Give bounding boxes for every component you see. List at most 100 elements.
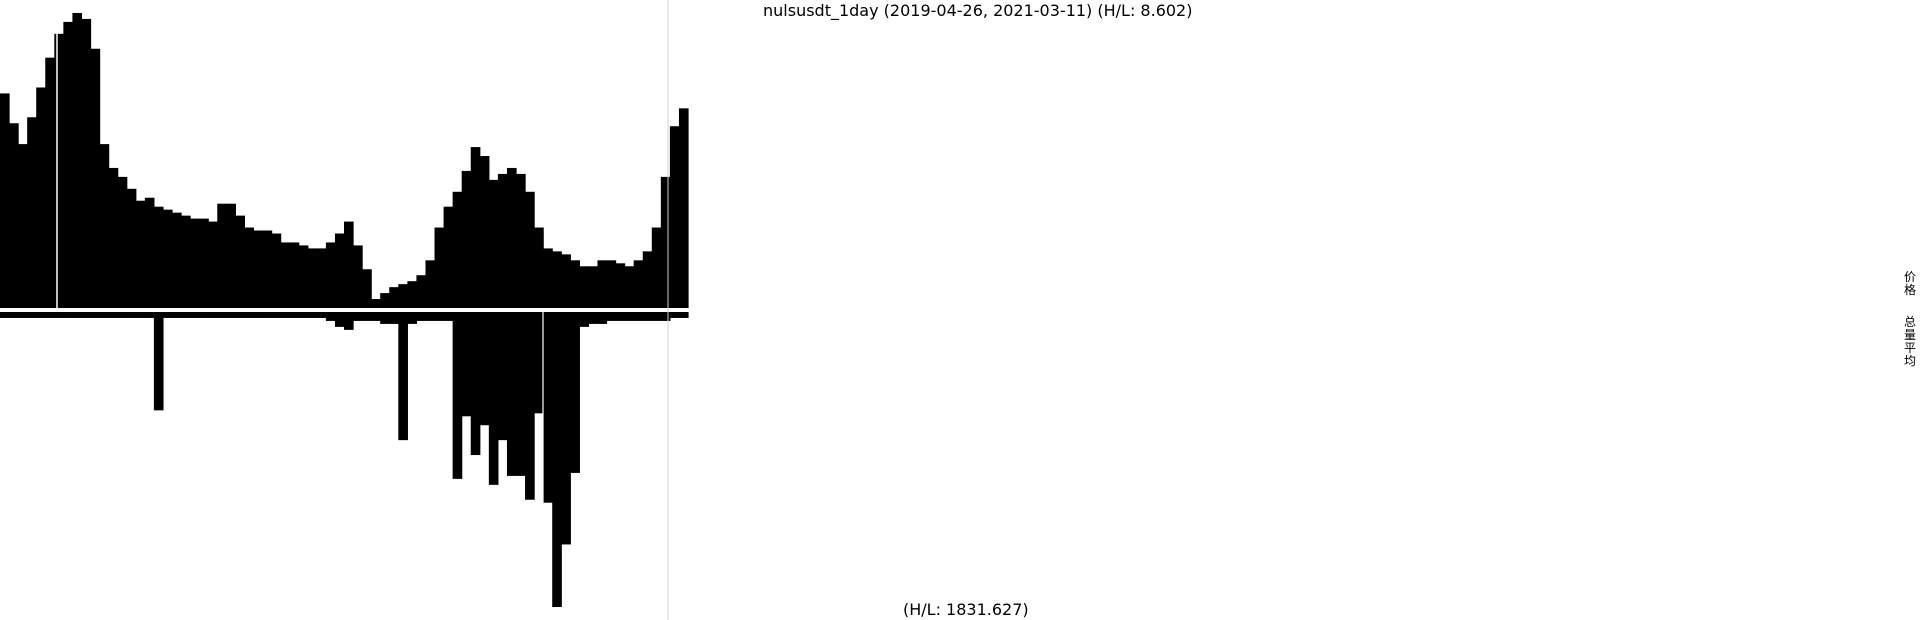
volume-bar	[181, 312, 191, 318]
price-bar	[398, 284, 408, 308]
volume-bar	[307, 312, 318, 318]
volume-bar	[316, 312, 327, 318]
price-bar	[153, 206, 164, 308]
volume-bar	[407, 312, 418, 324]
volume-bar	[651, 312, 662, 321]
price-bar	[262, 230, 273, 308]
volume-bar	[380, 312, 390, 324]
price-bar	[90, 48, 101, 309]
volume-bar	[144, 312, 155, 318]
volume-panel	[0, 312, 689, 608]
price-bar	[298, 245, 309, 308]
volume-bar	[597, 312, 608, 324]
volume-bar	[90, 312, 101, 318]
price-bar	[181, 215, 191, 308]
price-bar	[380, 293, 390, 308]
price-bar	[208, 221, 218, 308]
price-bar	[615, 263, 626, 308]
price-bar	[461, 170, 472, 308]
price-bar	[190, 218, 200, 308]
price-panel	[0, 12, 689, 309]
volume-bar	[497, 312, 508, 441]
volume-bar	[615, 312, 626, 321]
volume-bar	[470, 312, 481, 456]
price-bar	[244, 227, 255, 308]
volume-bar	[9, 312, 19, 318]
volume-bar	[389, 312, 399, 324]
volume-bar	[81, 312, 92, 318]
price-bar	[81, 18, 92, 308]
volume-bar	[162, 312, 173, 318]
volume-bar	[27, 312, 37, 318]
volume-bar	[63, 312, 74, 318]
volume-bar	[117, 312, 128, 318]
price-bar	[506, 167, 517, 308]
price-bar	[135, 200, 146, 308]
volume-bar	[552, 312, 562, 608]
volume-bar	[633, 312, 644, 321]
volume-bar	[344, 312, 354, 330]
volume-bar	[561, 312, 571, 545]
price-bar	[552, 251, 562, 308]
volume-bar	[253, 312, 264, 318]
price-bar	[525, 191, 535, 308]
price-bar	[108, 167, 119, 308]
volume-bar	[280, 312, 291, 318]
volume-bar	[678, 312, 689, 318]
price-bar	[217, 203, 227, 308]
volume-bar	[642, 312, 653, 321]
volume-bar	[579, 312, 590, 327]
volume-bar	[425, 312, 436, 321]
price-bar	[543, 248, 553, 308]
price-bar	[63, 21, 74, 308]
volume-bar	[36, 312, 46, 318]
price-bar	[307, 248, 318, 308]
price-bar	[45, 57, 55, 309]
volume-bar	[669, 312, 680, 318]
price-bar	[479, 156, 490, 308]
volume-bar	[624, 312, 635, 321]
price-bar	[633, 260, 644, 308]
volume-bar	[488, 312, 499, 485]
volume-bar	[244, 312, 255, 318]
price-bar	[443, 206, 454, 308]
volume-hl-label: (H/L: 1831.627)	[903, 600, 1029, 619]
volume-bar	[235, 312, 246, 318]
volume-bar	[226, 312, 236, 318]
volume-bar	[18, 312, 28, 318]
volume-bar	[54, 312, 64, 318]
volume-bar	[289, 312, 300, 318]
volume-bar	[479, 312, 490, 426]
price-bar	[334, 233, 345, 308]
volume-bar	[543, 312, 553, 503]
volume-bar	[506, 312, 517, 476]
price-bar	[126, 188, 137, 308]
volume-bar	[334, 312, 345, 327]
volume-bar	[588, 312, 599, 324]
price-bar	[117, 176, 128, 308]
legend-price-label: 价格	[1903, 270, 1916, 297]
price-bar	[271, 233, 282, 308]
price-bar	[226, 203, 236, 308]
price-bar	[516, 173, 526, 308]
volume-bar	[126, 312, 137, 318]
price-bar	[18, 144, 28, 308]
price-bar	[289, 242, 300, 308]
volume-bar	[362, 312, 372, 321]
price-bar	[389, 287, 399, 308]
volume-bar	[516, 312, 526, 476]
price-bar	[325, 242, 336, 308]
volume-bar	[298, 312, 309, 318]
volume-bar	[45, 312, 55, 318]
price-bar	[534, 227, 544, 308]
volume-bar	[325, 312, 336, 321]
volume-bar	[72, 312, 83, 318]
price-bar	[54, 33, 64, 309]
volume-bar	[416, 312, 427, 321]
price-bar	[362, 269, 372, 308]
price-bar	[199, 218, 209, 308]
volume-bar	[271, 312, 282, 318]
price-bar	[425, 260, 436, 308]
price-bar	[144, 197, 155, 308]
price-bar	[606, 260, 617, 308]
